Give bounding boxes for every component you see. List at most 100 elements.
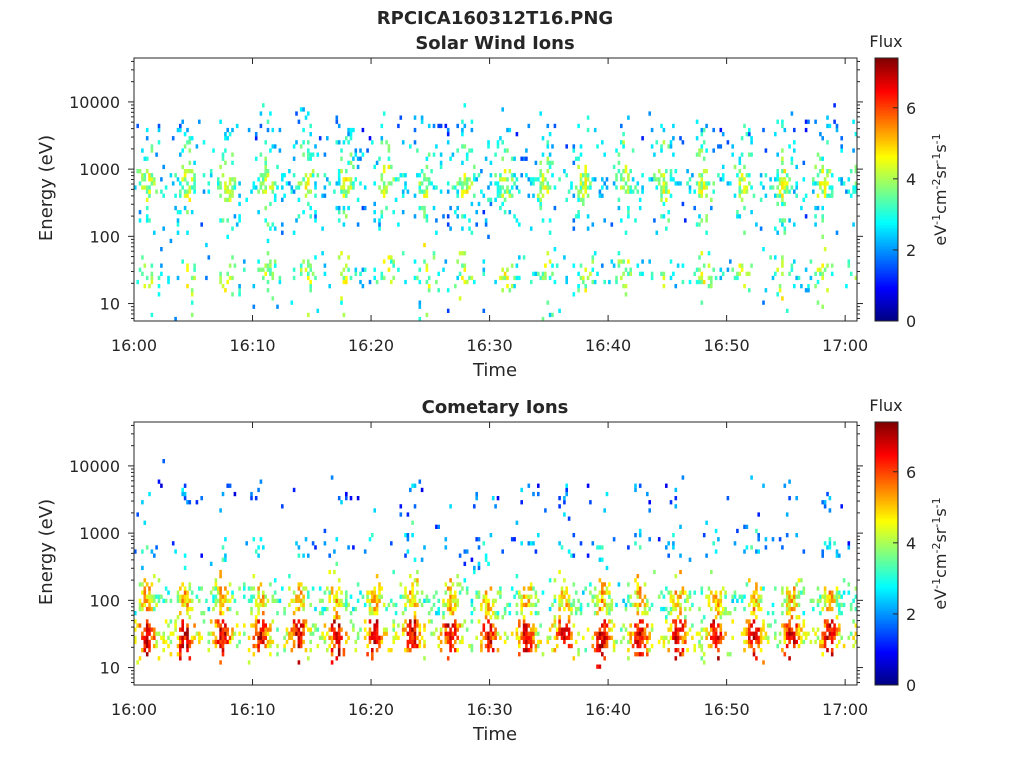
spectrogram-cell: [830, 263, 834, 268]
colorbar-segment: [875, 496, 898, 500]
spectrogram-cell: [401, 193, 405, 198]
spectrogram-cell: [665, 619, 668, 624]
spectrogram-cell: [520, 594, 523, 599]
spectrogram-cell: [655, 185, 659, 190]
spectrogram-cell: [745, 545, 749, 550]
spectrogram-cell: [219, 627, 222, 632]
spectrogram-cell: [349, 496, 353, 501]
spectrogram-cell: [224, 148, 227, 153]
spectrogram-cell: [356, 598, 360, 603]
spectrogram-cell: [698, 639, 701, 645]
spectrogram-cell: [828, 537, 832, 542]
spectrogram-cell: [636, 181, 640, 186]
spectrogram-cell: [212, 606, 215, 612]
spectrogram-cell: [399, 115, 403, 120]
colorbar-segment: [875, 180, 898, 184]
spectrogram-cell: [337, 210, 341, 215]
spectrogram-cell: [724, 606, 727, 612]
spectrogram-cell: [167, 590, 170, 595]
spectrogram-cell: [409, 635, 412, 640]
spectrogram-cell: [795, 533, 798, 538]
spectrogram-cell: [335, 119, 339, 124]
spectrogram-cell: [847, 541, 851, 546]
x-axis-label: Time: [472, 724, 517, 745]
spectrogram-cell: [254, 132, 258, 137]
spectrogram-cell: [271, 275, 275, 281]
colorbar-segment: [875, 217, 898, 221]
spectrogram-cell: [413, 578, 417, 583]
spectrogram-cell: [830, 594, 834, 599]
spectrogram-cell: [539, 639, 542, 645]
spectrogram-cell: [721, 606, 725, 612]
spectrogram-cell: [719, 598, 723, 603]
spectrogram-cell: [435, 524, 438, 529]
spectrogram-cell: [527, 648, 531, 653]
colorbar-segment: [875, 522, 898, 526]
spectrogram-cell: [316, 152, 320, 157]
spectrogram-cell: [610, 259, 614, 264]
spectrogram-cell: [228, 483, 232, 488]
spectrogram-cell: [548, 132, 552, 137]
spectrogram-cell: [572, 263, 576, 268]
spectrogram-cell: [598, 598, 602, 603]
spectrogram-cell: [226, 627, 229, 632]
spectrogram-cell: [347, 189, 350, 194]
spectrogram-cell: [302, 210, 305, 215]
spectrogram-cell: [390, 279, 393, 285]
colorbar-segment: [875, 314, 898, 318]
spectrogram-cell: [797, 627, 801, 632]
spectrogram-cell: [529, 181, 533, 186]
spectrogram-cell: [854, 185, 858, 190]
spectrogram-cell: [501, 156, 504, 161]
spectrogram-cell: [527, 594, 531, 599]
spectrogram-cell: [541, 275, 545, 281]
colorbar-segment: [875, 577, 898, 581]
spectrogram-cell: [823, 185, 827, 190]
spectrogram-cell: [781, 648, 784, 653]
spectrogram-cell: [501, 615, 504, 620]
spectrogram-cell: [475, 590, 478, 595]
spectrogram-cell: [200, 553, 203, 558]
spectrogram-cell: [579, 197, 583, 202]
spectrogram-cell: [138, 602, 142, 608]
spectrogram-cell: [529, 627, 533, 632]
spectrogram-cell: [207, 606, 211, 612]
spectrogram-cell: [345, 279, 348, 285]
spectrogram-cell: [311, 623, 315, 628]
spectrogram-cell: [750, 594, 753, 599]
spectrogram-cell: [378, 185, 381, 190]
spectrogram-cell: [778, 189, 782, 194]
spectrogram-cell: [565, 590, 568, 595]
spectrogram-cell: [558, 504, 561, 509]
spectrogram-cell: [596, 648, 599, 653]
spectrogram-cell: [420, 181, 424, 186]
spectrogram-cell: [409, 639, 412, 645]
spectrogram-cell: [243, 623, 246, 628]
spectrogram-cell: [411, 643, 414, 649]
colorbar-segment: [875, 468, 898, 471]
spectrogram-cell: [190, 635, 194, 640]
spectrogram-cell: [404, 606, 407, 612]
spectrogram-cell: [420, 635, 424, 640]
spectrogram-cell: [276, 164, 279, 170]
spectrogram-cell: [712, 639, 715, 645]
spectrogram-cell: [418, 316, 422, 322]
spectrogram-cell: [705, 230, 708, 235]
spectrogram-cell: [354, 267, 358, 272]
spectrogram-cell: [757, 598, 760, 603]
spectrogram-cell: [826, 606, 829, 612]
spectrogram-cell: [681, 263, 685, 268]
spectrogram-cell: [404, 627, 407, 632]
spectrogram-cell: [793, 643, 796, 649]
spectrogram-cell: [812, 598, 815, 603]
spectrogram-cell: [148, 606, 151, 612]
spectrogram-cell: [529, 594, 533, 599]
spectrogram-cell: [499, 586, 502, 591]
spectrogram-cell: [553, 623, 557, 628]
spectrogram-cell: [698, 255, 701, 260]
colorbar-segment: [875, 288, 898, 291]
spectrogram-cell: [698, 279, 701, 285]
spectrogram-cell: [449, 156, 452, 161]
spectrogram-cell: [776, 119, 779, 124]
spectrogram-cell: [854, 181, 858, 186]
